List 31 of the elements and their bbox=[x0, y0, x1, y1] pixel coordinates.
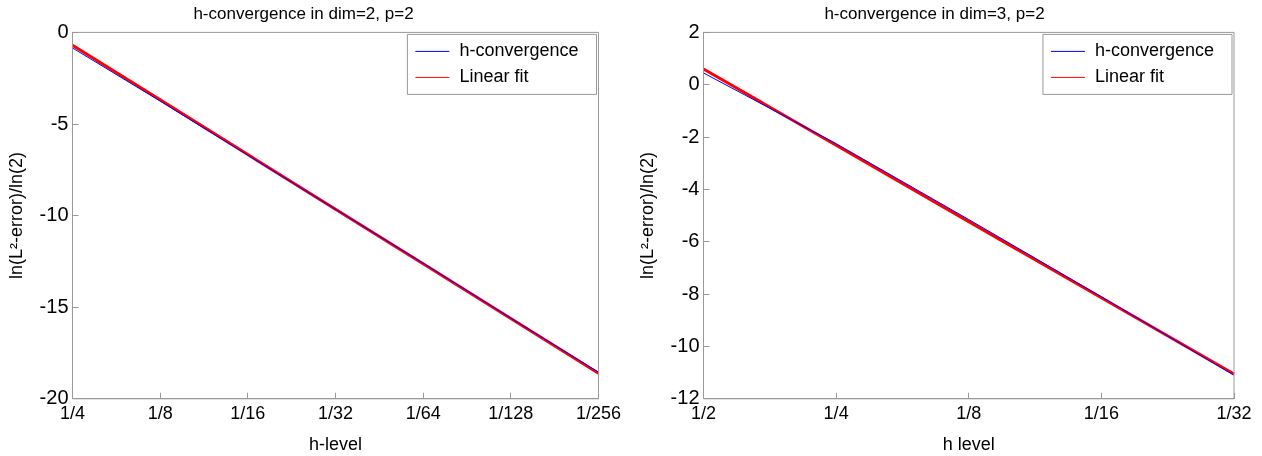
x-tick-label: 1/64 bbox=[405, 402, 441, 423]
y-tick-label: 2 bbox=[688, 19, 700, 42]
y-axis-title: ln(L²-error)/ln(2) bbox=[5, 152, 26, 280]
x-tick-label: 1/16 bbox=[230, 402, 266, 423]
y-tick-label: 0 bbox=[688, 72, 700, 95]
legend-label: Linear fit bbox=[459, 66, 529, 87]
y-tick-label: -15 bbox=[39, 294, 69, 317]
legend-label: h-convergence bbox=[459, 40, 579, 61]
x-tick-label: 1/256 bbox=[575, 402, 621, 423]
x-tick-label: 1/16 bbox=[1083, 402, 1119, 423]
x-tick-label: 1/4 bbox=[823, 402, 849, 423]
y-tick-label: -4 bbox=[681, 176, 700, 199]
y-tick-label: -8 bbox=[681, 281, 700, 304]
x-tick-label: 1/32 bbox=[1216, 402, 1252, 423]
x-tick-label: 1/8 bbox=[956, 402, 982, 423]
y-tick-label: -10 bbox=[39, 203, 69, 226]
x-tick-label: 1/128 bbox=[488, 402, 534, 423]
x-tick-label: 1/8 bbox=[147, 402, 173, 423]
y-tick-label: -10 bbox=[670, 333, 700, 356]
y-tick-label: -6 bbox=[681, 229, 700, 252]
y-tick-label: -2 bbox=[681, 124, 700, 147]
chart-title: h-convergence in dim=3, p=2 bbox=[824, 3, 1045, 23]
x-axis-title: h level bbox=[942, 434, 995, 455]
legend-label: h-convergence bbox=[1094, 40, 1214, 61]
y-tick-label: -5 bbox=[50, 111, 69, 134]
y-tick-label: 0 bbox=[57, 19, 69, 42]
legend-label: Linear fit bbox=[1094, 66, 1164, 87]
chart-title: h-convergence in dim=2, p=2 bbox=[193, 3, 414, 23]
x-tick-label: 1/32 bbox=[317, 402, 354, 423]
x-axis-title: h-level bbox=[308, 434, 363, 455]
y-axis-title: ln(L²-error)/ln(2) bbox=[636, 152, 657, 280]
